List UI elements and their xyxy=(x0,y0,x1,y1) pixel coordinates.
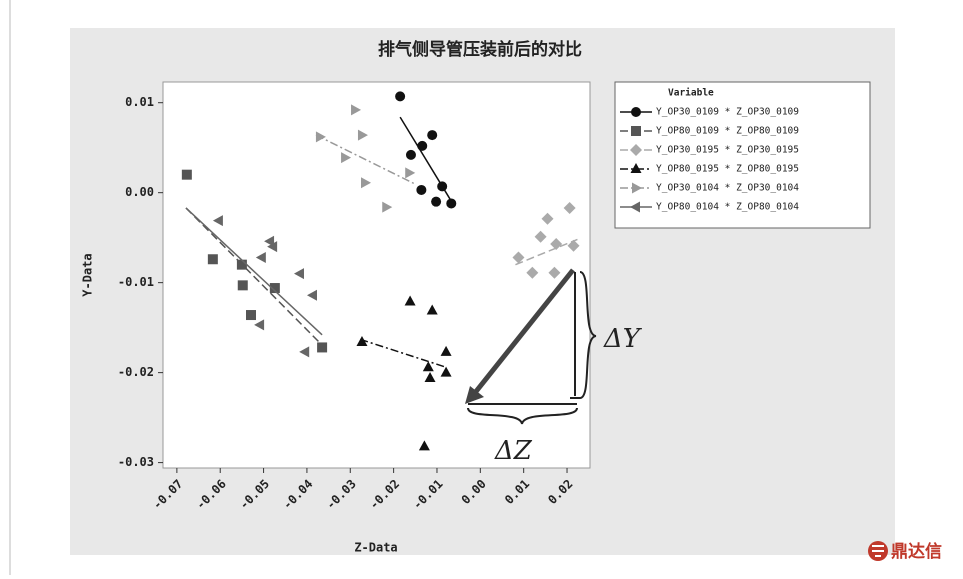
point xyxy=(236,259,247,270)
legend-label: Y_OP30_0104 * Z_OP30_0104 xyxy=(656,183,799,194)
point xyxy=(431,196,442,207)
fit-line xyxy=(185,207,323,336)
point xyxy=(317,342,328,353)
point xyxy=(361,177,372,189)
legend-marker xyxy=(631,107,641,117)
chart-title: 排气侧导管压装前后的对比 xyxy=(378,39,582,60)
point xyxy=(181,169,192,180)
point xyxy=(437,181,448,192)
y-tick-label: -0.03 xyxy=(118,455,154,469)
point xyxy=(254,319,265,331)
point xyxy=(341,152,352,164)
legend-marker xyxy=(630,144,642,156)
delta-z-brace xyxy=(467,403,578,425)
point xyxy=(404,295,416,306)
point xyxy=(512,251,525,264)
logo-text: 鼎达信 xyxy=(891,541,942,562)
annotation: ΔY xyxy=(603,324,643,354)
y-axis-label: Y-Data xyxy=(81,253,95,296)
y-tick-label: -0.01 xyxy=(118,275,154,289)
legend-label: Y_OP80_0109 * Z_OP80_0109 xyxy=(656,126,799,137)
point xyxy=(357,129,368,141)
point xyxy=(264,235,275,247)
legend-marker xyxy=(631,126,641,136)
y-tick-label: -0.02 xyxy=(118,365,154,379)
point xyxy=(299,346,310,358)
delta-arrow xyxy=(472,268,575,396)
point xyxy=(422,361,434,372)
legend-box xyxy=(614,81,871,229)
fit-line xyxy=(360,338,447,368)
point xyxy=(534,230,547,243)
point xyxy=(207,254,218,265)
point xyxy=(356,336,368,347)
y-tick-label: 0.01 xyxy=(125,95,154,109)
point xyxy=(446,198,457,209)
y-tick-label: 0.00 xyxy=(125,185,154,199)
point xyxy=(440,366,452,377)
fit-line xyxy=(315,134,417,186)
legend-label: Y_OP30_0109 * Z_OP30_0109 xyxy=(656,107,799,118)
point xyxy=(550,237,563,250)
point xyxy=(416,184,427,195)
point xyxy=(418,440,430,451)
point xyxy=(427,130,438,141)
arrow-head xyxy=(465,386,484,404)
point xyxy=(267,241,278,253)
point xyxy=(405,167,416,179)
fit-line xyxy=(515,238,578,266)
legend-title: Variable xyxy=(668,88,714,99)
point xyxy=(405,149,416,160)
point xyxy=(255,251,266,263)
fit-line xyxy=(185,207,321,344)
legend-marker xyxy=(632,182,642,194)
point xyxy=(306,289,317,301)
point xyxy=(426,304,438,315)
annotation-arrows xyxy=(465,268,597,425)
point xyxy=(246,310,257,321)
point xyxy=(440,345,452,356)
legend-label: Y_OP80_0104 * Z_OP80_0104 xyxy=(656,202,799,213)
point xyxy=(269,283,280,294)
point xyxy=(382,201,393,213)
point xyxy=(417,140,428,151)
legend-label: Y_OP30_0195 * Z_OP30_0195 xyxy=(656,145,799,156)
point xyxy=(351,104,362,116)
point xyxy=(395,91,406,102)
point xyxy=(548,266,561,279)
point xyxy=(526,266,539,279)
point xyxy=(567,239,580,252)
point xyxy=(563,201,576,214)
point xyxy=(237,280,248,291)
point xyxy=(424,372,436,383)
point xyxy=(541,212,554,225)
point xyxy=(293,268,304,280)
logo-icon-glyph xyxy=(872,545,884,557)
plot-area xyxy=(162,81,591,469)
legend-label: Y_OP80_0195 * Z_OP80_0195 xyxy=(656,164,799,175)
x-axis-label: Z-Data xyxy=(354,541,397,555)
annotation: ΔZ xyxy=(494,436,533,466)
delta-y-brace xyxy=(570,271,597,399)
point xyxy=(212,215,223,227)
legend-marker xyxy=(630,163,642,173)
point xyxy=(315,131,326,143)
legend-marker xyxy=(630,201,640,213)
